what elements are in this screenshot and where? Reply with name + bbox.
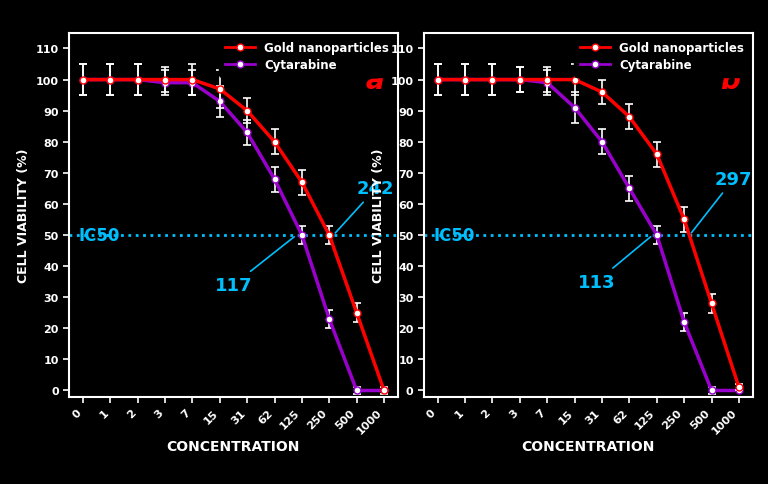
Legend: Gold nanoparticles, Cytarabine: Gold nanoparticles, Cytarabine: [220, 36, 395, 77]
Y-axis label: CELL VIABILITY (%): CELL VIABILITY (%): [17, 148, 30, 283]
Text: 117: 117: [215, 237, 294, 294]
Text: b: b: [720, 67, 740, 95]
Text: 113: 113: [578, 237, 650, 291]
Text: IC50: IC50: [434, 227, 475, 244]
Text: 242: 242: [336, 180, 395, 233]
Text: a: a: [366, 67, 384, 95]
Y-axis label: CELL VIABILITY (%): CELL VIABILITY (%): [372, 148, 385, 283]
X-axis label: CONCENTRATION: CONCENTRATION: [167, 439, 300, 453]
Legend: Gold nanoparticles, Cytarabine: Gold nanoparticles, Cytarabine: [574, 36, 750, 77]
X-axis label: CONCENTRATION: CONCENTRATION: [521, 439, 655, 453]
Text: IC50: IC50: [79, 227, 121, 244]
Text: 297: 297: [691, 171, 752, 233]
